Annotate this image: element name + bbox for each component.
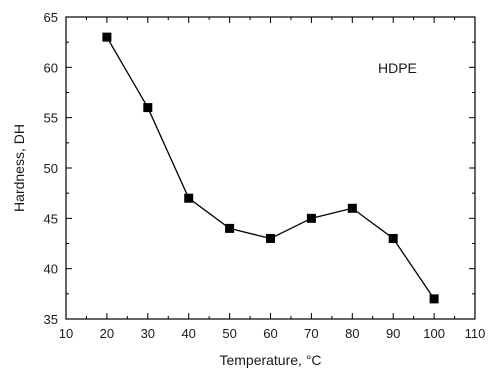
x-tick-label: 70 xyxy=(304,326,318,341)
data-point-marker xyxy=(184,193,194,203)
data-point-marker xyxy=(225,223,235,233)
data-point-marker xyxy=(102,32,112,42)
data-series xyxy=(102,32,439,304)
y-tick-label: 60 xyxy=(44,60,58,75)
axis-ticks: 10 20 30 40 50 60 70 80 90 100 110 35 40 45 50 55 60 65 xyxy=(44,10,486,341)
x-tick-label: 90 xyxy=(386,326,400,341)
y-tick-label: 55 xyxy=(44,111,58,126)
series-line xyxy=(106,36,435,300)
x-tick-label: 30 xyxy=(141,326,155,341)
y-axis-title: Hardness, DH xyxy=(11,124,27,212)
y-tick-label: 35 xyxy=(44,312,58,327)
data-point-marker xyxy=(306,213,316,223)
y-tick-label: 40 xyxy=(44,262,58,277)
annotation-label: HDPE xyxy=(378,60,417,76)
x-tick-label: 100 xyxy=(423,326,445,341)
data-point-marker xyxy=(388,233,398,243)
data-point-marker xyxy=(347,203,357,213)
x-tick-label: 10 xyxy=(59,326,73,341)
x-tick-label: 110 xyxy=(465,326,486,341)
y-tick-label: 50 xyxy=(44,161,58,176)
x-tick-label: 60 xyxy=(263,326,277,341)
y-tick-label: 65 xyxy=(44,10,58,25)
data-point-marker xyxy=(143,103,153,113)
x-tick-label: 40 xyxy=(181,326,195,341)
x-tick-label: 80 xyxy=(345,326,359,341)
x-tick-label: 50 xyxy=(222,326,236,341)
data-point-marker xyxy=(429,294,439,304)
data-point-marker xyxy=(266,233,275,243)
y-tick-label: 45 xyxy=(44,211,58,226)
x-tick-label: 20 xyxy=(100,326,114,341)
x-axis-title: Temperature, °C xyxy=(219,352,321,368)
